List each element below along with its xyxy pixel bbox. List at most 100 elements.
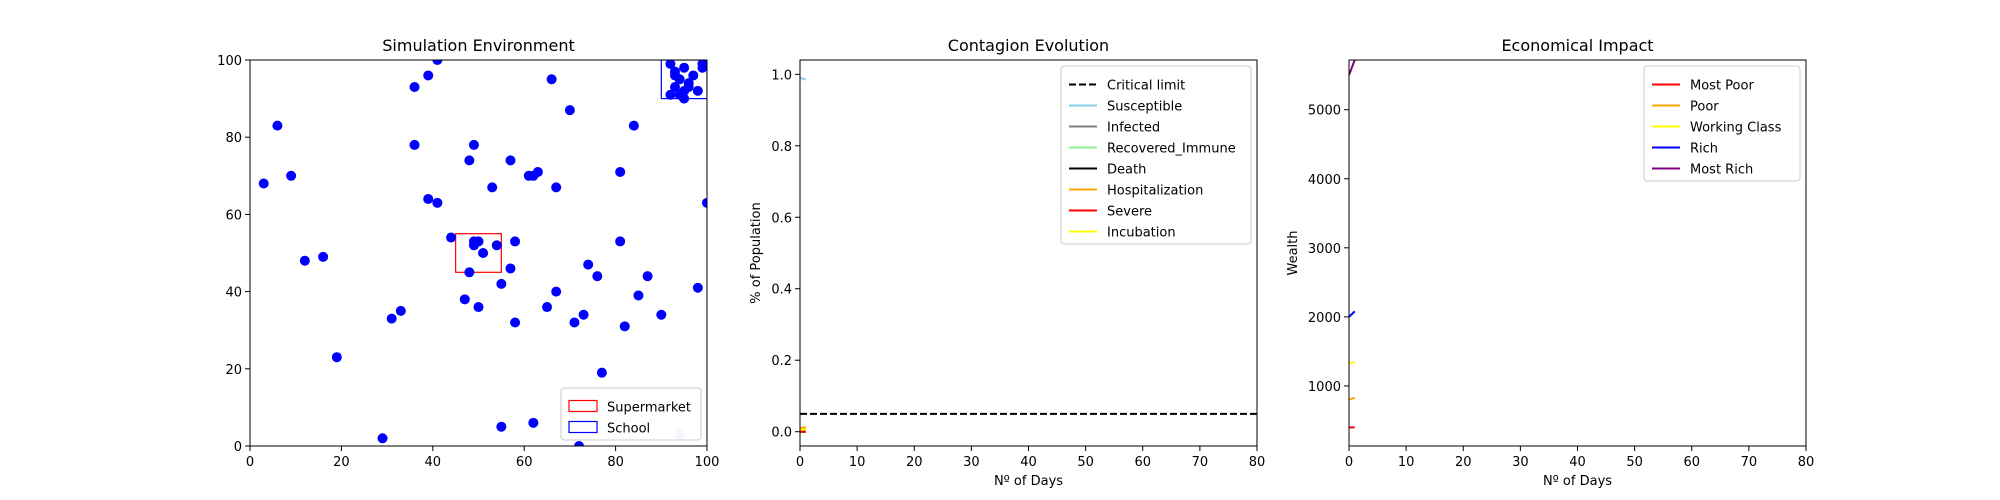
x-tick-label: 50: [1626, 455, 1643, 470]
x-axis-label: Nº of Days: [994, 474, 1063, 489]
scatter-point: [670, 82, 681, 93]
scatter-point: [258, 178, 269, 189]
y-tick-label: 4000: [1308, 173, 1341, 188]
x-tick-label: 10: [1398, 455, 1415, 470]
series-line-susceptible: [800, 76, 807, 81]
x-axis-label: Nº of Days: [1543, 474, 1612, 489]
scatter-point: [473, 302, 484, 313]
series-line-poor: [1349, 396, 1356, 401]
scatter-point: [546, 74, 557, 85]
y-tick-label: 2000: [1308, 311, 1341, 326]
y-tick-label: 1000: [1308, 380, 1341, 395]
x-tick-label: 20: [906, 455, 923, 470]
scatter-point: [496, 421, 507, 432]
region-supermarket: [455, 233, 502, 273]
scatter-point: [331, 352, 342, 363]
series-line-working-class: [1349, 360, 1356, 365]
plot-area: [258, 60, 707, 446]
scatter-point: [656, 309, 667, 320]
x-tick-label: 50: [1077, 455, 1094, 470]
simulation-environment-chart: 0 20 40 60 80 100 0 20 40 60 80 100 Simulation Envir…: [217, 36, 719, 470]
chart-title: Simulation Environment: [382, 36, 574, 55]
x-tick-label: 10: [849, 455, 866, 470]
y-tick-label: 0.0: [771, 426, 792, 441]
series-line-hospitalization: [800, 426, 806, 430]
legend-label: Poor: [1690, 100, 1719, 115]
scatter-point: [318, 251, 329, 262]
legend-label: Most Rich: [1690, 163, 1753, 178]
legend-box: [1060, 65, 1252, 245]
legend-label: Susceptible: [1107, 100, 1182, 115]
legend-label: Supermarket: [607, 401, 691, 416]
y-tick-label: 0.2: [771, 354, 792, 369]
chart-title: Contagion Evolution: [948, 36, 1109, 55]
chart-title: Economical Impact: [1501, 36, 1653, 55]
legend-label: Rich: [1690, 142, 1718, 157]
x-tick-label: 30: [963, 455, 980, 470]
scatter-point: [615, 236, 626, 247]
y-tick-label: 80: [225, 131, 242, 146]
legend: Most Poor Poor Working Class Rich Most Rich: [1643, 65, 1801, 182]
scatter-point: [464, 155, 475, 166]
x-tick-label: 100: [695, 455, 720, 470]
scatter-point: [551, 182, 562, 193]
scatter-point: [532, 166, 543, 177]
x-tick-label: 60: [1683, 455, 1700, 470]
scatter-point: [628, 120, 639, 131]
y-tick-label: 40: [225, 286, 242, 301]
scatter-point: [665, 89, 676, 100]
scatter-point: [615, 166, 626, 177]
scatter-point: [665, 60, 676, 69]
scatter-point: [692, 282, 703, 293]
scatter-point: [478, 248, 489, 258]
legend-label: Infected: [1107, 121, 1160, 136]
legend-label: Severe: [1107, 205, 1152, 220]
x-tick-label: 80: [1249, 455, 1266, 470]
scatter-point: [578, 309, 589, 320]
legend-label: Recovered_Immune: [1107, 142, 1236, 157]
legend: Critical limit Susceptible Infected Recover…: [1060, 65, 1252, 245]
scatter-point: [697, 60, 707, 69]
scatter-point: [468, 139, 479, 150]
scatter-point: [446, 232, 457, 243]
scatter-point: [377, 433, 388, 444]
scatter-point: [487, 182, 498, 193]
scatter-point: [528, 417, 539, 428]
scatter-point: [574, 441, 585, 446]
y-tick-label: 1.0: [771, 68, 792, 83]
legend-label: Critical limit: [1107, 79, 1185, 94]
y-axis-label: % of Population: [749, 202, 764, 303]
legend-swatch: [568, 399, 598, 413]
scatter-point: [299, 255, 310, 266]
scatter-point: [679, 93, 690, 104]
legend-label: Incubation: [1107, 226, 1176, 241]
y-tick-label: 0.6: [771, 211, 792, 226]
x-tick-label: 40: [1020, 455, 1037, 470]
legend-label: School: [607, 422, 650, 437]
legend-label: Hospitalization: [1107, 184, 1203, 199]
x-tick-label: 80: [607, 455, 624, 470]
scatter-point: [551, 286, 562, 297]
legend-label: Death: [1107, 163, 1146, 178]
legend-label: Most Poor: [1690, 79, 1754, 94]
scatter-point: [702, 197, 707, 208]
x-tick-label: 60: [1134, 455, 1151, 470]
scatter-point: [432, 197, 443, 208]
scatter-point: [619, 321, 630, 332]
x-tick-label: 70: [1192, 455, 1209, 470]
scatter-point: [395, 305, 406, 316]
scatter-point: [692, 85, 703, 96]
scatter-point: [505, 155, 516, 166]
scatter-point: [496, 278, 507, 289]
x-tick-label: 30: [1512, 455, 1529, 470]
scatter-point: [491, 240, 502, 251]
scatter-point: [459, 294, 470, 305]
scatter-point: [583, 259, 594, 270]
legend-label: Working Class: [1690, 121, 1782, 136]
x-tick-label: 0: [246, 455, 254, 470]
scatter-point: [505, 263, 516, 274]
scatter-point: [592, 271, 603, 282]
x-tick-label: 40: [425, 455, 442, 470]
x-tick-label: 60: [516, 455, 533, 470]
